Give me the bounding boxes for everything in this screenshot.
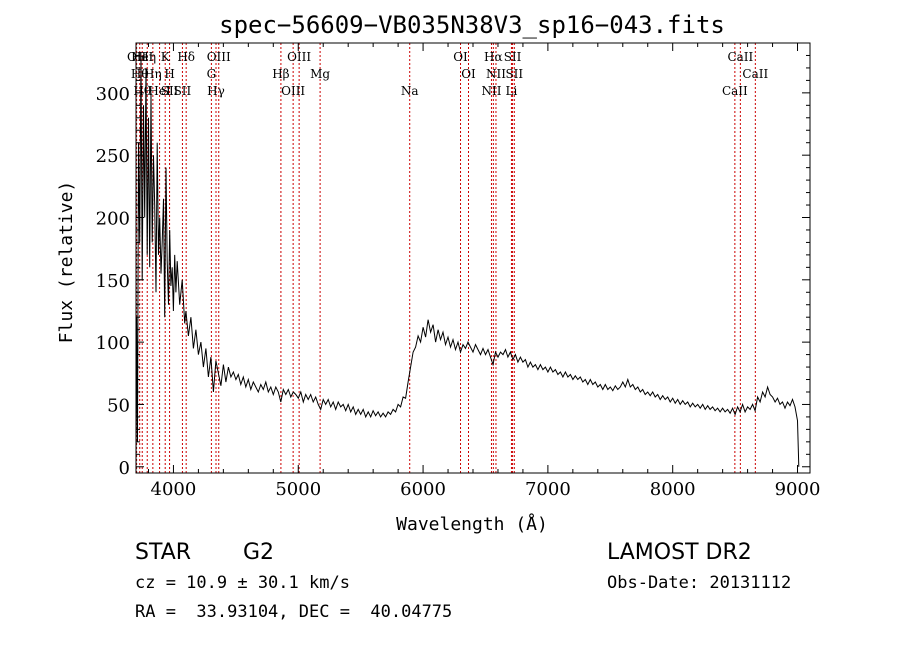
line-marker-label: OIII (207, 50, 231, 64)
plot-frame (135, 42, 811, 474)
y-tick-label: 0 (119, 458, 130, 479)
coordinates: RA = 33.93104, DEC = 40.04775 (135, 602, 453, 622)
line-marker-label: Hδ (177, 50, 195, 64)
x-tick-label: 6000 (400, 479, 446, 500)
line-marker-label: H (164, 67, 174, 81)
line-marker-label: Hβ (272, 67, 289, 81)
line-marker-label: Hη (144, 67, 162, 81)
chart-title: spec−56609−VB035N38V3_sp16−043.fits (219, 11, 725, 39)
survey-name: LAMOST DR2 (607, 540, 752, 565)
line-marker-label: HeI (131, 50, 154, 64)
y-tick-label: 300 (96, 84, 130, 105)
line-marker-label: Hα (484, 50, 503, 64)
x-tick-label: 4000 (151, 479, 197, 500)
x-axis-ticks: 4000 5000 6000 7000 8000 9000 (147, 43, 821, 500)
y-tick-label: 200 (96, 208, 130, 229)
line-marker-label: NII (481, 84, 501, 98)
y-axis-ticks: 0 50 100 150 200 250 300 (96, 54, 810, 479)
y-axis-label: Flux (relative) (56, 181, 77, 344)
x-tick-label: 7000 (525, 479, 571, 500)
line-marker-label: Hη (138, 50, 156, 64)
line-marker-label: G (207, 67, 217, 81)
line-marker-label: CaII (722, 84, 748, 98)
line-marker-label: HeI (148, 84, 171, 98)
line-marker-label: CaII (727, 50, 753, 64)
line-marker-label: SII (174, 84, 192, 98)
line-marker-label: Hθ (131, 67, 149, 81)
line-marker-label: Hγ (207, 84, 225, 98)
line-marker-label: OIII (281, 84, 305, 98)
redshift-value: cz = 10.9 ± 30.1 km/s (135, 573, 350, 593)
y-tick-label: 150 (96, 271, 130, 292)
observation-date: Obs-Date: 20131112 (607, 573, 792, 593)
line-marker-label: SII (505, 67, 523, 81)
y-tick-label: 250 (96, 146, 130, 167)
emission-line-labels: OIIHθHθHeIHηHηHeIKHSIISIIHδGHγOIIIHβOIII… (127, 50, 769, 98)
x-tick-label: 5000 (275, 479, 321, 500)
line-marker-label: OIII (287, 50, 311, 64)
line-marker-label: CaII (742, 67, 768, 81)
line-marker-label: Li (506, 84, 518, 98)
y-tick-label: 100 (96, 333, 130, 354)
spectrum-line (135, 55, 800, 467)
line-marker-label: SII (161, 84, 179, 98)
line-marker-label: Na (401, 84, 419, 98)
y-tick-label: 50 (107, 395, 130, 416)
line-marker-label: OI (453, 50, 468, 64)
line-marker-label: K (161, 50, 171, 64)
emission-line-markers (136, 43, 756, 473)
x-tick-label: 9000 (775, 479, 821, 500)
line-marker-label: OII (127, 50, 147, 64)
line-marker-label: SII (504, 50, 522, 64)
line-marker-label: NII (486, 67, 506, 81)
line-marker-label: OI (461, 67, 476, 81)
x-axis-label: Wavelength (Å) (396, 513, 548, 535)
line-marker-label: Mg (310, 67, 330, 81)
subclass: G2 (243, 540, 275, 565)
object-type: STAR (135, 540, 192, 565)
x-tick-label: 8000 (650, 479, 696, 500)
